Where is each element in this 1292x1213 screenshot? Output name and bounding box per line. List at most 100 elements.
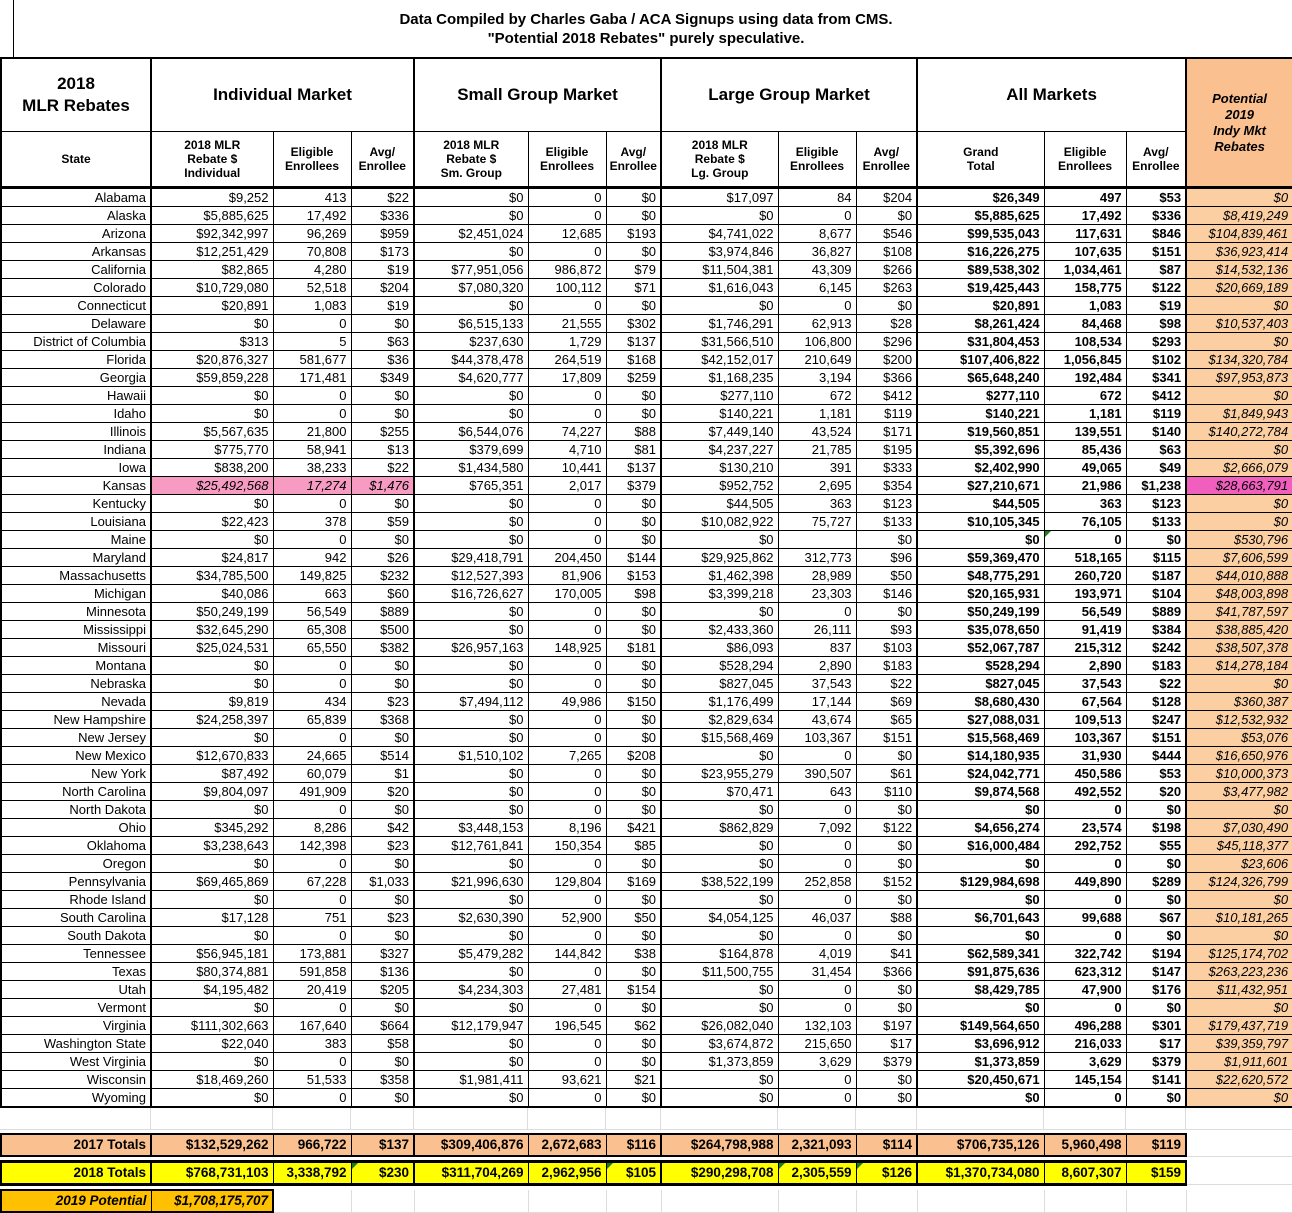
value-cell: $9,804,097 [150,782,274,801]
value-cell: $17,097 [660,187,779,207]
value-cell: $0 [916,800,1045,819]
value-cell: $10,105,345 [916,512,1045,531]
value-cell: $31,566,510 [660,332,779,351]
value-cell: $183 [1125,656,1187,675]
value-cell: $22,040 [150,1034,274,1053]
value-cell: $183 [855,656,918,675]
value-cell: $44,505 [660,494,779,513]
col-header-state: State [0,131,152,189]
value-cell: 0 [1043,890,1127,909]
value-cell: $63 [1125,440,1187,459]
value-cell: $366 [855,368,918,387]
value-cell: $26,349 [916,187,1045,207]
value-cell: 215,650 [777,1034,857,1053]
value-cell: $181 [605,638,662,657]
value-cell: 672 [1043,386,1127,405]
value-cell: $889 [1125,602,1187,621]
state-cell: Rhode Island [0,890,152,909]
value-cell: $379,699 [413,440,529,459]
value-cell: $514 [350,746,415,765]
value-cell: $421 [605,818,662,837]
value-cell: $0 [150,854,274,873]
value-cell: $2,451,024 [413,224,529,243]
value-cell: $0 [150,386,274,405]
value-cell: $22 [350,187,415,207]
grid-cell [527,1108,606,1130]
value-cell: 0 [272,314,352,333]
potential-rebate-cell: $0 [1185,332,1292,351]
value-cell: 173,881 [272,944,352,963]
value-cell: $6,701,643 [916,908,1045,927]
value-cell: $0 [660,1070,779,1089]
value-cell: $149,564,650 [916,1016,1045,1035]
value-cell: $108 [855,242,918,261]
value-cell: $140,221 [916,404,1045,423]
value-cell: $0 [413,890,529,909]
state-cell: Mississippi [0,620,152,639]
totals-value-cell: $1,370,734,080 [916,1160,1045,1186]
table-row: Texas $80,374,881 591,858 $136 $0 0 $0 $11,500,… [0,962,1292,981]
value-cell: $354 [855,476,918,495]
table-row: Indiana $775,770 58,941 $13 $379,699 4,710 $81… [0,440,1292,459]
value-cell: $0 [150,926,274,945]
value-cell: 837 [777,638,857,657]
value-cell: $301 [1125,1016,1187,1035]
totals-value-cell: $290,298,708 [660,1160,779,1186]
value-cell: $0 [150,404,274,423]
table-row: Wyoming $0 0 $0 $0 0 $0 $0 0 $0 $0 0 $0 $0 [0,1088,1292,1108]
value-cell: $53 [1125,764,1187,783]
state-cell: Illinois [0,422,152,441]
value-cell: $336 [350,206,415,225]
value-cell: $69 [855,692,918,711]
value-cell: 103,367 [777,728,857,747]
value-cell: $0 [413,728,529,747]
state-cell: Oregon [0,854,152,873]
totals-value-cell: $119 [1125,1133,1187,1157]
table-row: District of Columbia $313 5 $63 $237,630 1,72… [0,332,1292,351]
value-cell: 449,890 [1043,872,1127,891]
value-cell: $9,874,568 [916,782,1045,801]
potential-rebate-cell: $0 [1185,800,1292,819]
totals-label: 2017 Totals [0,1133,152,1157]
value-cell: $4,195,482 [150,980,274,999]
col-header-lg-avg: Avg/ Enrollee [855,131,918,189]
value-cell: $1,176,499 [660,692,779,711]
value-cell: $17 [855,1034,918,1053]
totals-value-cell: $132,529,262 [150,1133,274,1157]
state-cell: South Dakota [0,926,152,945]
potential-2019-table: 2019 Potential $1,708,175,707 [0,1189,1292,1213]
state-cell: New York [0,764,152,783]
potential-rebate-cell: $0 [1185,296,1292,315]
value-cell: $87 [1125,260,1187,279]
table-row: New Jersey $0 0 $0 $0 0 $0 $15,568,469 103,367 $1… [0,728,1292,747]
potential-rebate-cell: $0 [1185,494,1292,513]
value-cell: 0 [527,926,607,945]
value-cell: $0 [660,998,779,1017]
value-cell: $0 [605,926,662,945]
value-cell: $12,670,833 [150,746,274,765]
value-cell: 49,065 [1043,458,1127,477]
value-cell: $0 [605,854,662,873]
value-cell: $38 [605,944,662,963]
value-cell: 2,695 [777,476,857,495]
value-cell: 21,986 [1043,476,1127,495]
value-cell: $59 [350,512,415,531]
value-cell: 0 [272,1052,352,1071]
value-cell: 21,785 [777,440,857,459]
totals-2018-table: 2018 Totals $768,731,103 3,338,792 $230 $311… [0,1160,1292,1186]
value-cell: $952,752 [660,476,779,495]
potential-rebate-cell: $28,663,791 [1185,476,1292,495]
value-cell: $889 [350,602,415,621]
value-cell: $232 [350,566,415,585]
value-cell: $0 [605,296,662,315]
value-cell: 0 [527,998,607,1017]
value-cell: 103,367 [1043,728,1127,747]
value-cell: 0 [777,890,857,909]
value-cell: $1,168,235 [660,368,779,387]
potential-rebate-cell: $2,666,079 [1185,458,1292,477]
value-cell: 0 [272,404,352,423]
value-cell: $0 [150,494,274,513]
value-cell: $204 [855,187,918,207]
value-cell: $25,024,531 [150,638,274,657]
value-cell: $205 [350,980,415,999]
